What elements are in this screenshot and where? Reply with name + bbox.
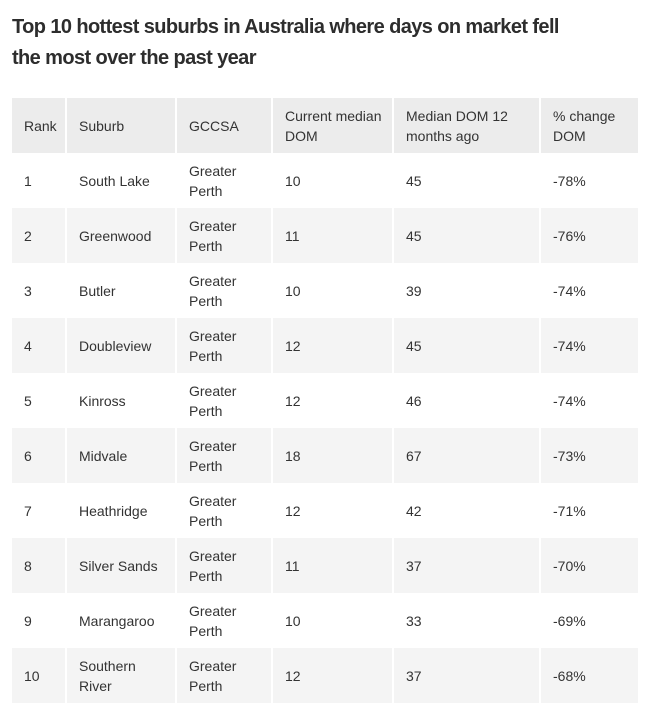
cell-current-median-dom: 10 (271, 263, 393, 318)
cell-rank: 2 (12, 208, 66, 263)
table-row: 7 Heathridge Greater Perth 12 42 -71% (12, 483, 638, 538)
cell-gccsa: Greater Perth (175, 263, 272, 318)
page-title: Top 10 hottest suburbs in Australia wher… (12, 12, 638, 74)
cell-current-median-dom: 18 (271, 428, 393, 483)
cell-suburb: Butler (65, 263, 176, 318)
cell-current-median-dom: 12 (271, 318, 393, 373)
cell-gccsa: Greater Perth (175, 538, 272, 593)
cell-current-median-dom: 12 (271, 373, 393, 428)
cell-gccsa: Greater Perth (175, 483, 272, 538)
cell-current-median-dom: 12 (271, 648, 393, 703)
cell-median-dom-12mo: 33 (392, 593, 540, 648)
cell-current-median-dom: 11 (271, 208, 393, 263)
cell-current-median-dom: 11 (271, 538, 393, 593)
cell-pct-change-dom: -70% (539, 538, 638, 593)
cell-rank: 5 (24, 392, 32, 409)
table-row: 3 Butler Greater Perth 10 39 -74% (12, 263, 638, 318)
column-header-rank: Rank (12, 98, 66, 153)
cell-pct-change-dom: -74% (539, 263, 638, 318)
table-row: 2 Greenwood Greater Perth 11 45 -76% (12, 208, 638, 263)
table-row: 4 Doubleview Greater Perth 12 45 -74% (12, 318, 638, 373)
cell-gccsa: Greater Perth (175, 153, 272, 208)
cell-median-dom-12mo: 45 (392, 153, 540, 208)
cell-current-median-dom: 12 (271, 483, 393, 538)
cell-gccsa: Greater Perth (175, 593, 272, 648)
table-row: 8 Silver Sands Greater Perth 11 37 -70% (12, 538, 638, 593)
column-header-median-dom-12mo: Median DOM 12 months ago (392, 98, 540, 153)
hottest-suburbs-table: Rank Suburb GCCSA Current median DOM Med… (12, 98, 638, 703)
column-header-gccsa: GCCSA (175, 98, 272, 153)
cell-median-dom-12mo: 39 (392, 263, 540, 318)
cell-pct-change-dom: -73% (539, 428, 638, 483)
cell-pct-change-dom: -69% (539, 593, 638, 648)
cell-pct-change-dom: -71% (539, 483, 638, 538)
cell-rank: 9 (24, 612, 32, 629)
cell-rank: 6 (12, 428, 66, 483)
cell-suburb: Doubleview (65, 318, 176, 373)
cell-rank: 10 (12, 648, 66, 703)
cell-current-median-dom: 10 (271, 153, 393, 208)
cell-gccsa: Greater Perth (175, 318, 272, 373)
cell-suburb: Greenwood (65, 208, 176, 263)
cell-pct-change-dom: -68% (539, 648, 638, 703)
cell-suburb: South Lake (65, 153, 176, 208)
column-header-suburb: Suburb (65, 98, 176, 153)
cell-suburb: Kinross (65, 373, 176, 428)
cell-median-dom-12mo: 45 (392, 318, 540, 373)
cell-pct-change-dom: -74% (539, 318, 638, 373)
table-row: 1 South Lake Greater Perth 10 45 -78% (12, 153, 638, 208)
cell-suburb: Heathridge (65, 483, 176, 538)
cell-rank: 7 (24, 502, 32, 519)
cell-gccsa: Greater Perth (175, 373, 272, 428)
table-row: 9 Marangaroo Greater Perth 10 33 -69% (12, 593, 638, 648)
cell-rank: 1 (24, 172, 32, 189)
cell-median-dom-12mo: 45 (392, 208, 540, 263)
cell-rank: 3 (24, 282, 32, 299)
cell-pct-change-dom: -74% (539, 373, 638, 428)
cell-gccsa: Greater Perth (175, 208, 272, 263)
cell-pct-change-dom: -78% (539, 153, 638, 208)
cell-pct-change-dom: -76% (539, 208, 638, 263)
table-row: 10 Southern River Greater Perth 12 37 -6… (12, 648, 638, 703)
table-row: 5 Kinross Greater Perth 12 46 -74% (12, 373, 638, 428)
column-header-pct-change-dom: % change DOM (539, 98, 638, 153)
cell-suburb: Midvale (65, 428, 176, 483)
cell-current-median-dom: 10 (271, 593, 393, 648)
cell-rank: 8 (12, 538, 66, 593)
cell-median-dom-12mo: 46 (392, 373, 540, 428)
cell-suburb: Southern River (65, 648, 176, 703)
cell-median-dom-12mo: 37 (392, 648, 540, 703)
page-title-line-2: the most over the past year (12, 47, 256, 69)
column-header-current-median-dom: Current median DOM (271, 98, 393, 153)
cell-rank: 4 (12, 318, 66, 373)
table-header-row: Rank Suburb GCCSA Current median DOM Med… (12, 98, 638, 153)
cell-median-dom-12mo: 42 (392, 483, 540, 538)
cell-gccsa: Greater Perth (175, 648, 272, 703)
page-title-line-1: Top 10 hottest suburbs in Australia wher… (12, 16, 559, 38)
cell-suburb: Marangaroo (65, 593, 176, 648)
cell-suburb: Silver Sands (65, 538, 176, 593)
cell-median-dom-12mo: 67 (392, 428, 540, 483)
table-row: 6 Midvale Greater Perth 18 67 -73% (12, 428, 638, 483)
cell-median-dom-12mo: 37 (392, 538, 540, 593)
cell-gccsa: Greater Perth (175, 428, 272, 483)
